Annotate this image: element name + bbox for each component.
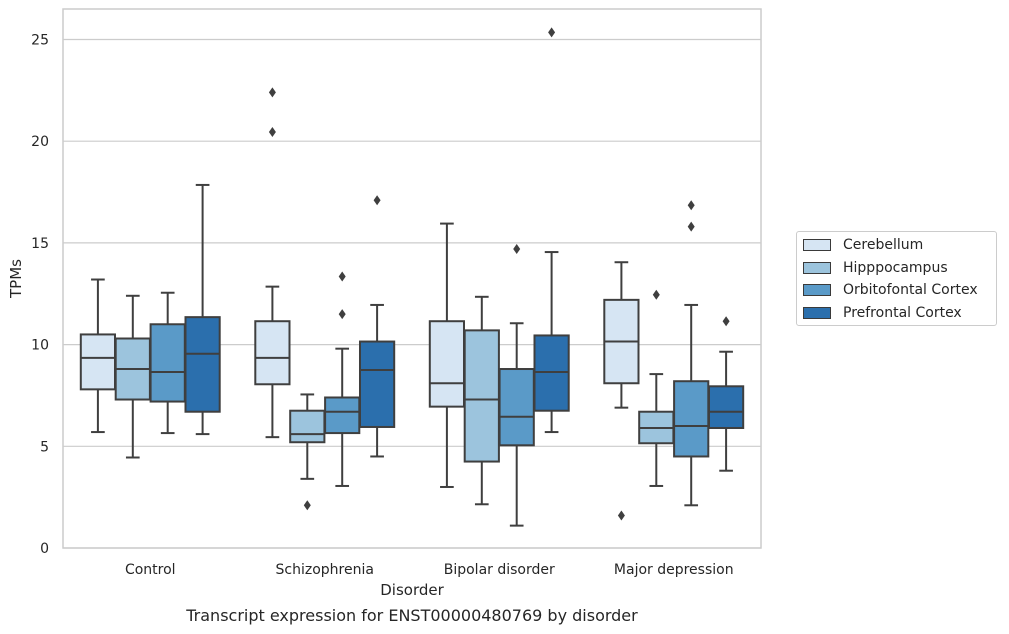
figure-caption: Transcript expression for ENST0000048076…: [186, 606, 638, 625]
outlier-point: [652, 289, 660, 300]
legend-item-hippocampus: Hipppocampus: [803, 258, 948, 278]
legend-swatch: [803, 262, 831, 274]
box-plot-item: [428, 222, 466, 488]
outlier-point: [338, 309, 346, 320]
y-tick-label: 15: [31, 236, 49, 252]
legend-label: Prefrontal Cortex: [843, 305, 962, 321]
box-iqr: [428, 320, 466, 408]
box-iqr: [358, 340, 396, 428]
box-iqr: [289, 409, 326, 444]
box-iqr: [707, 385, 745, 429]
box-iqr: [254, 320, 291, 386]
outlier-point: [373, 195, 381, 206]
outlier-point: [338, 271, 346, 282]
box-iqr: [533, 334, 570, 412]
y-tick-label: 0: [40, 541, 49, 557]
y-axis-label: TPMs: [7, 259, 25, 299]
box-plot-item: [324, 271, 361, 487]
x-tick-label: Control: [125, 562, 176, 578]
box-plot-item: [603, 261, 640, 521]
legend-label: Cerebellum: [843, 237, 924, 253]
y-tick-label: 25: [31, 33, 49, 49]
legend-item-cerebellum: Cerebellum: [803, 235, 923, 255]
x-axis-ticks: Control Schizophrenia Bipolar disorder Majo…: [125, 562, 734, 578]
box-iqr: [79, 333, 117, 391]
x-tick-label: Major depression: [614, 562, 734, 578]
outlier-point: [513, 244, 521, 255]
y-tick-label: 5: [40, 439, 49, 455]
box-plot-item: [638, 289, 675, 487]
box-plot-item: [254, 87, 291, 439]
outlier-point: [617, 510, 625, 521]
legend: Cerebellum Hipppocampus Orbitofontal Cor…: [796, 231, 997, 326]
legend-item-prefrontal-cortex: Prefrontal Cortex: [803, 303, 962, 323]
legend-swatch: [803, 307, 831, 319]
legend-swatch: [803, 239, 831, 251]
y-tick-label: 20: [31, 134, 49, 150]
x-tick-label: Schizophrenia: [276, 562, 374, 578]
box-plot-item: [114, 294, 151, 459]
plot-area: [63, 9, 761, 548]
x-tick-label: Bipolar disorder: [444, 562, 555, 578]
outlier-point: [722, 316, 730, 327]
legend-item-orbitofrontal-cortex: Orbitofontal Cortex: [803, 280, 978, 300]
box-plot-item: [149, 291, 186, 435]
box-series: [79, 27, 745, 527]
outlier-point: [687, 221, 695, 232]
plot-frame: [62, 8, 762, 549]
box-iqr: [463, 329, 500, 463]
box-plot-item: [463, 295, 500, 506]
legend-label: Orbitofontal Cortex: [843, 282, 978, 298]
box-iqr: [673, 380, 710, 458]
box-iqr: [149, 323, 186, 403]
y-tick-label: 10: [31, 338, 49, 354]
box-iqr: [324, 396, 361, 435]
outlier-point: [548, 27, 556, 38]
legend-label: Hipppocampus: [843, 260, 948, 276]
x-axis-label: Disorder: [380, 581, 444, 599]
box-iqr: [498, 368, 535, 447]
box-plot-item: [533, 27, 570, 434]
outlier-point: [687, 200, 695, 211]
box-plot-item: [707, 316, 745, 472]
box-plot-item: [184, 183, 221, 436]
outlier-point: [303, 500, 311, 511]
box-plot-item: [358, 195, 396, 458]
legend-swatch: [803, 284, 831, 296]
y-axis-ticks: 0 5 10 15 20 25: [31, 33, 49, 557]
box-plot-item: [498, 244, 535, 527]
box-plot-item: [289, 393, 326, 511]
outlier-point: [268, 127, 276, 138]
outlier-point: [268, 87, 276, 98]
box-iqr: [184, 316, 221, 413]
